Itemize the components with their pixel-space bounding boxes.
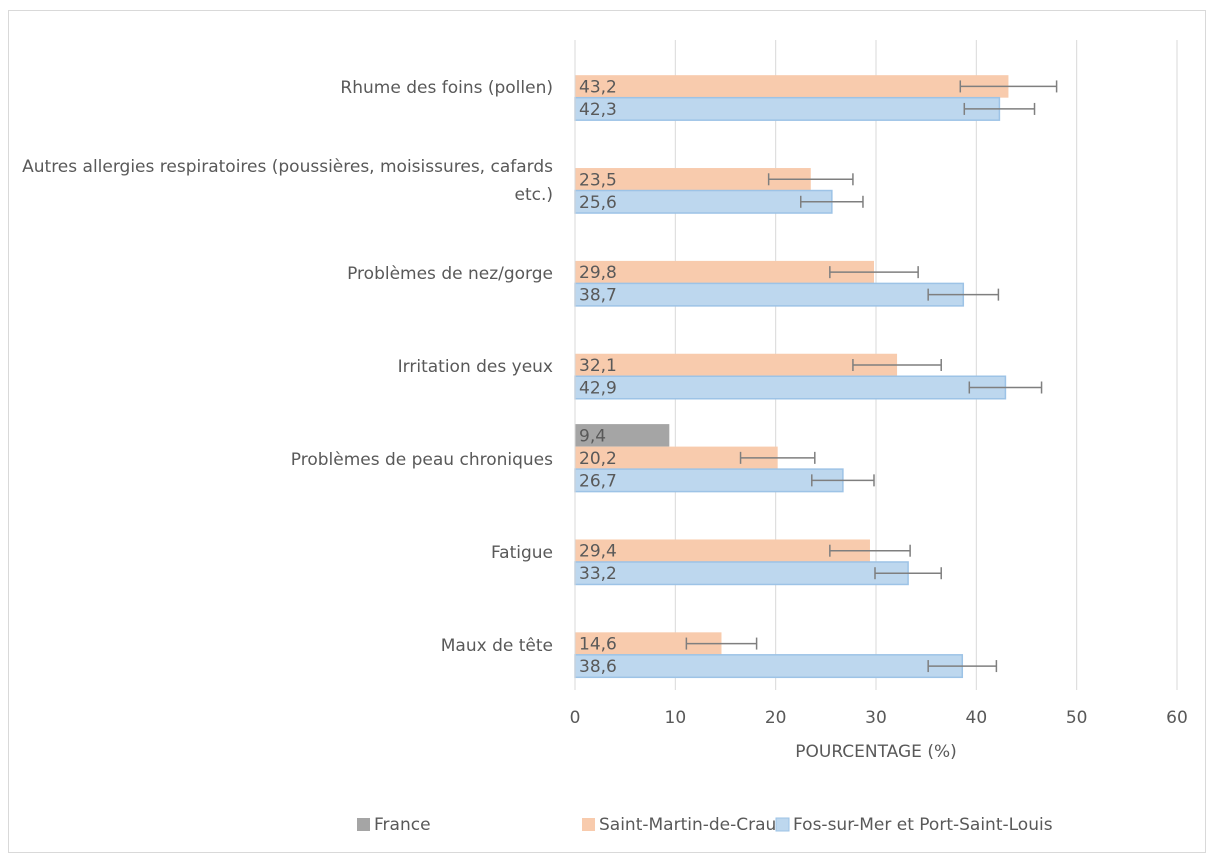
error-bar	[959, 80, 1058, 93]
error-bar	[963, 102, 1036, 115]
chart-frame	[8, 10, 1206, 853]
y-tick-label: Maux de tête	[440, 635, 553, 656]
error-bar	[968, 381, 1043, 394]
value-label: 33,2	[579, 564, 617, 584]
legend-label: France	[374, 815, 431, 835]
value-label: 29,4	[579, 542, 617, 562]
value-label: 38,7	[579, 286, 617, 306]
legend-swatch	[775, 817, 790, 832]
value-label: 23,5	[579, 170, 617, 190]
bar	[575, 424, 670, 447]
bar	[574, 96, 1001, 121]
bar	[575, 446, 778, 470]
y-tick-label: Autres allergies respiratoires (poussièr…	[22, 157, 553, 206]
bar	[574, 375, 1007, 400]
bar	[575, 168, 811, 191]
error-bar	[739, 451, 816, 464]
value-label: 29,8	[579, 263, 617, 283]
value-label: 9,4	[579, 426, 606, 446]
error-bar	[829, 266, 919, 279]
y-tick-label: Fatigue	[490, 542, 553, 563]
x-tick-label: 60	[1166, 708, 1188, 728]
x-tick-label: 0	[570, 708, 581, 728]
y-tick-label: Problèmes de nez/gorge	[347, 264, 553, 285]
y-tick-label: Irritation des yeux	[397, 357, 553, 377]
value-label: 38,6	[579, 657, 617, 677]
value-label: 20,2	[579, 449, 617, 469]
legend-label: Saint-Martin-de-Crau	[599, 815, 776, 835]
bar	[575, 539, 870, 562]
bar	[575, 632, 722, 655]
value-label: 42,3	[579, 100, 617, 120]
error-bar	[685, 637, 758, 650]
error-bar	[927, 288, 1000, 301]
bar	[574, 282, 965, 307]
bar	[574, 654, 964, 679]
x-tick-label: 50	[1066, 708, 1088, 728]
x-tick-label: 30	[865, 708, 887, 728]
error-bar	[811, 474, 875, 487]
legend-swatch	[582, 818, 595, 831]
value-label: 42,9	[579, 379, 617, 399]
value-label: 32,1	[579, 356, 617, 376]
y-tick-label: Problèmes de peau chroniques	[290, 449, 553, 470]
value-label: 26,7	[579, 471, 617, 491]
bar	[575, 260, 874, 284]
value-label: 14,6	[579, 635, 617, 655]
error-bar	[767, 173, 854, 186]
value-label: 25,6	[579, 193, 617, 213]
x-axis-title: POURCENTAGE (%)	[795, 742, 957, 762]
bar	[575, 353, 898, 377]
error-bar	[829, 544, 911, 557]
error-bar	[852, 359, 942, 371]
error-bar	[927, 660, 998, 673]
x-tick-label: 40	[966, 708, 988, 728]
bar	[574, 561, 909, 586]
error-bar	[874, 567, 942, 580]
value-label: 43,2	[579, 77, 617, 97]
error-bar	[800, 195, 864, 208]
legend-swatch	[357, 818, 370, 831]
x-tick-label: 10	[665, 708, 687, 728]
bar	[575, 75, 1009, 98]
x-tick-label: 20	[765, 708, 787, 728]
y-tick-label: Rhume des foins (pollen)	[340, 78, 553, 99]
legend-label: Fos-sur-Mer et Port-Saint-Louis	[793, 815, 1053, 835]
